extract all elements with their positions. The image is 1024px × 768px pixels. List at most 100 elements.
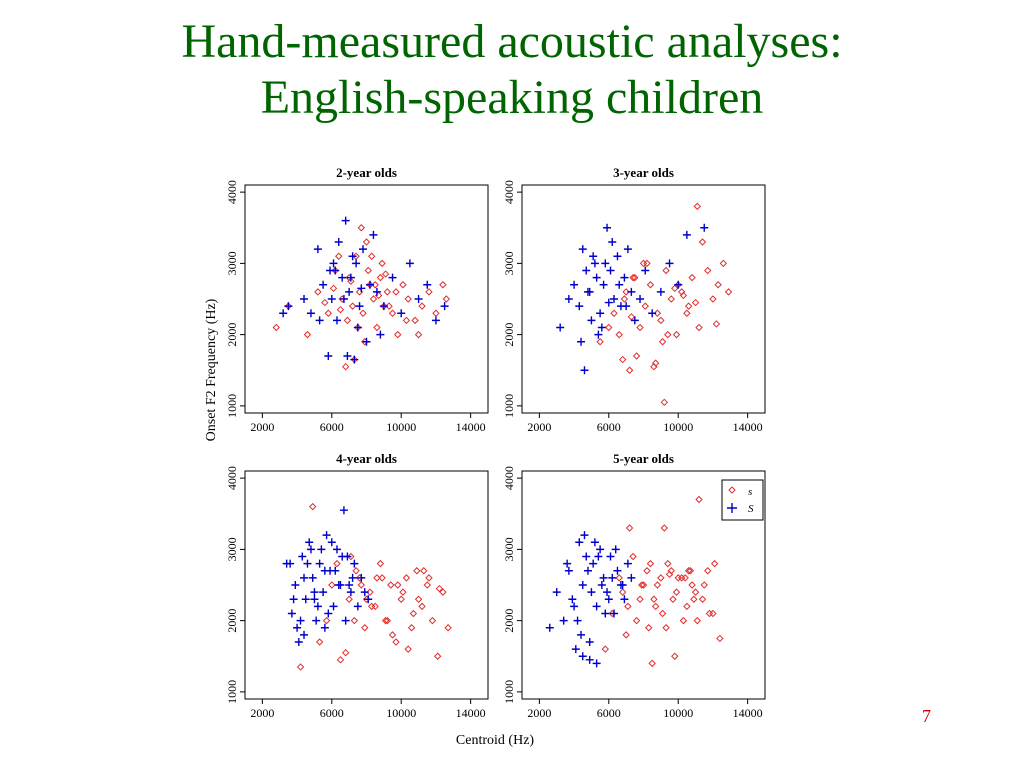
point-s	[352, 567, 360, 575]
point-S	[388, 273, 397, 282]
point-s	[667, 295, 675, 303]
point-S	[312, 616, 321, 625]
point-s	[684, 302, 693, 310]
point-S	[296, 616, 305, 625]
point-S	[609, 295, 618, 303]
point-s	[641, 302, 649, 310]
point-s	[432, 309, 440, 317]
point-s	[394, 330, 402, 339]
point-S	[596, 309, 605, 318]
point-s	[322, 616, 331, 625]
point-S	[350, 355, 359, 364]
point-s	[618, 355, 627, 364]
point-s	[710, 559, 719, 568]
point-s	[716, 634, 724, 643]
point-S	[665, 259, 674, 268]
point-s	[650, 595, 658, 603]
point-s	[681, 574, 689, 582]
point-S	[615, 280, 624, 289]
point-s	[672, 588, 681, 596]
legend-s-label: s	[748, 486, 752, 498]
point-S	[379, 302, 388, 311]
point-S	[682, 230, 691, 239]
point-s	[679, 616, 688, 625]
point-S	[575, 538, 584, 547]
point-s	[719, 259, 728, 268]
point-S	[414, 295, 423, 303]
point-s	[660, 398, 669, 407]
point-s	[660, 524, 669, 532]
point-s	[388, 631, 397, 639]
point-S	[559, 616, 568, 625]
point-S	[353, 602, 362, 611]
point-S	[332, 316, 341, 325]
x-tick-label: 6000	[597, 706, 621, 720]
point-s	[373, 574, 381, 582]
point-S	[613, 252, 622, 261]
point-S	[350, 559, 359, 568]
legend-S-label: S	[748, 503, 754, 515]
point-s	[272, 323, 280, 332]
point-S	[618, 581, 627, 589]
point-S	[334, 581, 343, 589]
point-s	[679, 291, 688, 300]
y-tick-label: 2000	[225, 609, 239, 633]
point-S	[423, 280, 432, 289]
point-s	[381, 270, 390, 278]
point-s	[435, 584, 444, 593]
point-S	[594, 552, 603, 561]
y-tick-label: 4000	[225, 466, 239, 490]
point-S	[334, 238, 343, 246]
point-s	[658, 338, 667, 346]
point-s	[402, 316, 411, 325]
point-s	[343, 316, 352, 325]
point-s	[631, 273, 639, 282]
point-s	[324, 309, 333, 317]
point-s	[632, 616, 641, 625]
point-s	[653, 581, 662, 589]
y-tick-label: 4000	[225, 180, 239, 204]
point-s	[350, 616, 359, 625]
point-s	[418, 302, 426, 310]
point-S	[603, 588, 612, 597]
point-S	[583, 287, 592, 296]
point-s	[366, 588, 374, 596]
point-S	[327, 538, 336, 547]
point-s	[644, 624, 653, 632]
y-tick-label: 2000	[225, 323, 239, 347]
point-s	[328, 581, 336, 589]
point-s	[683, 602, 691, 611]
plot-frame	[244, 470, 489, 700]
point-s	[411, 316, 419, 325]
point-s	[698, 595, 707, 603]
panel-title: 4-year olds	[336, 451, 397, 466]
scatter-figure: 2-year olds 2000 6000 10000 14000 1000 2000 300…	[204, 165, 766, 748]
point-s	[383, 616, 392, 625]
point-S	[597, 581, 606, 589]
point-s	[625, 366, 634, 374]
point-S	[578, 652, 587, 661]
point-S	[592, 602, 601, 611]
x-tick-label: 2000	[527, 420, 551, 434]
point-s	[314, 288, 322, 296]
point-S	[573, 616, 582, 625]
point-s	[691, 298, 700, 307]
panel-1: 2-year olds 2000 6000 10000 14000 1000 2000 300…	[225, 165, 489, 434]
y-tick-label: 1000	[502, 394, 516, 418]
y-tick-label: 2000	[502, 609, 516, 633]
point-S	[674, 280, 683, 289]
point-S	[348, 573, 357, 582]
point-s	[376, 273, 385, 282]
y-tick-label: 3000	[502, 537, 516, 561]
legend-S-marker	[727, 503, 737, 513]
point-S	[362, 337, 371, 346]
y-tick-label: 1000	[225, 680, 239, 704]
point-s	[359, 309, 367, 317]
point-s	[428, 616, 437, 625]
y-tick-label: 3000	[502, 251, 516, 275]
point-S	[338, 552, 347, 561]
point-S	[577, 337, 586, 346]
point-S	[627, 287, 636, 296]
x-axis-label: Centroid (Hz)	[456, 733, 534, 748]
point-S	[346, 273, 355, 282]
